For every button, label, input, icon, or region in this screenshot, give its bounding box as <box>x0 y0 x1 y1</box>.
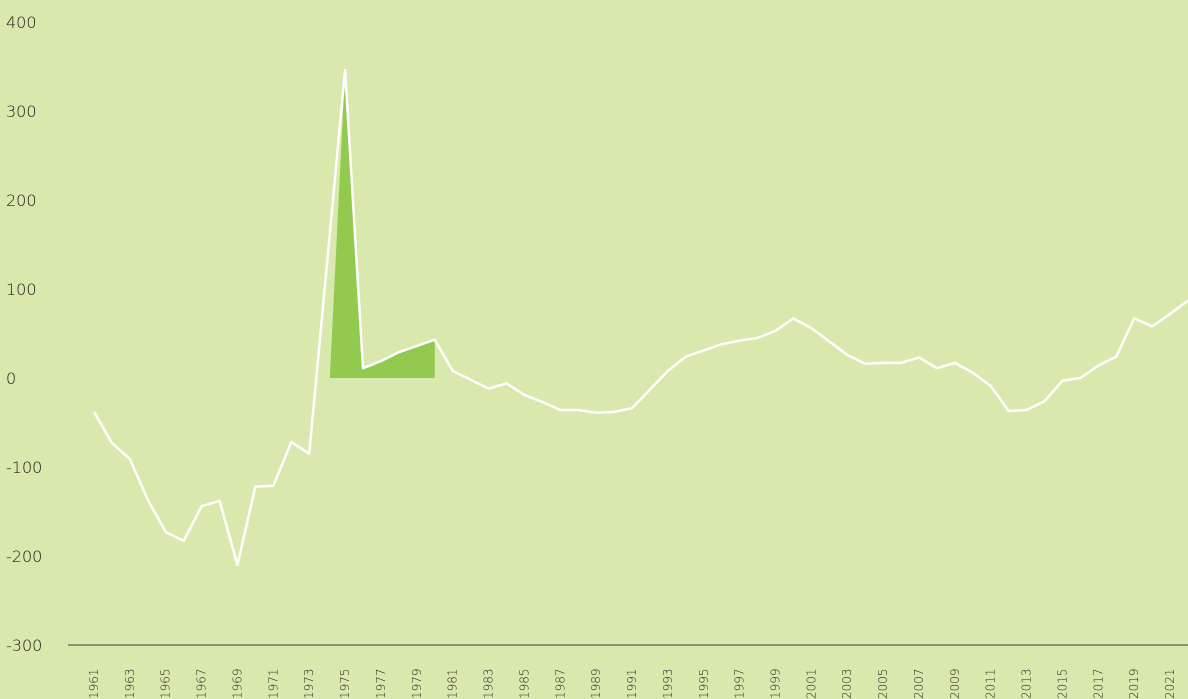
x-tick-label: 1999 <box>769 668 783 699</box>
x-tick-label: 1975 <box>338 668 352 699</box>
x-tick-label: 1979 <box>410 668 424 699</box>
highlight-area <box>329 70 435 378</box>
x-tick-label: 1983 <box>482 668 496 699</box>
y-tick-label: 300 <box>6 102 37 121</box>
x-tick-label: 1985 <box>517 668 531 699</box>
y-tick-label: -200 <box>6 547 42 566</box>
x-tick-label: 1993 <box>661 668 675 699</box>
x-tick-label: 1973 <box>302 668 316 699</box>
x-tick-label: 1997 <box>733 668 747 699</box>
y-tick-label: 400 <box>6 13 37 32</box>
data-line <box>92 68 1188 567</box>
x-tick-label: 1969 <box>230 668 244 699</box>
y-tick-label: -300 <box>6 636 42 655</box>
x-tick-label: 1977 <box>374 668 388 699</box>
x-tick-label: 2013 <box>1020 668 1034 699</box>
x-tick-label: 2009 <box>948 668 962 699</box>
y-tick-label: 200 <box>6 191 37 210</box>
x-tick-label: 2021 <box>1163 668 1177 699</box>
x-tick-label: 2005 <box>876 668 890 699</box>
x-tick-label: 1967 <box>195 668 209 699</box>
x-tick-label: 1971 <box>266 668 280 699</box>
x-tick-label: 2003 <box>840 668 854 699</box>
x-tick-label: 1989 <box>589 668 603 699</box>
y-tick-label: 100 <box>6 280 37 299</box>
x-tick-label: 1965 <box>159 668 173 699</box>
x-tick-label: 2017 <box>1091 668 1105 699</box>
x-tick-label: 2007 <box>912 668 926 699</box>
y-tick-label: -100 <box>6 458 42 477</box>
x-tick-label: 1963 <box>123 668 137 699</box>
x-tick-label: 2001 <box>804 668 818 699</box>
x-tick-label: 2019 <box>1127 668 1141 699</box>
x-tick-label: 1995 <box>697 668 711 699</box>
x-tick-label: 1987 <box>553 668 567 699</box>
x-tick-label: 1961 <box>87 668 101 699</box>
x-tick-label: 1981 <box>446 668 460 699</box>
x-tick-label: 2015 <box>1055 668 1069 699</box>
x-tick-label: 2011 <box>984 668 998 699</box>
x-tick-label: 1991 <box>625 668 639 699</box>
y-tick-label: 0 <box>6 369 16 388</box>
